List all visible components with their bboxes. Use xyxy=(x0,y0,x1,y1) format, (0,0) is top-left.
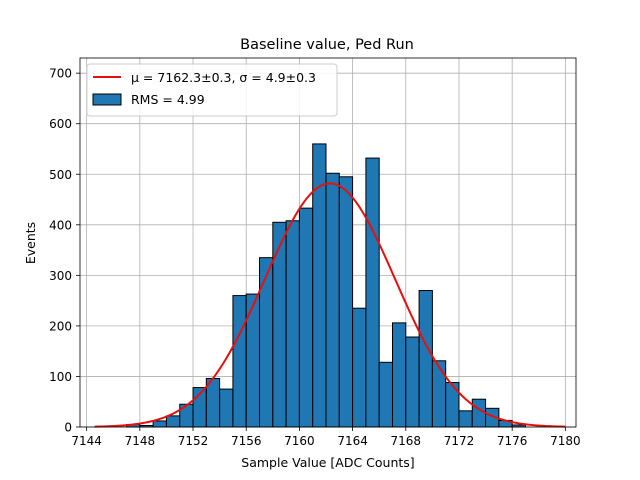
legend-fit-label: μ = 7162.3±0.3, σ = 4.9±0.3 xyxy=(131,70,316,85)
histogram-bars xyxy=(126,143,526,428)
histogram-bar xyxy=(431,360,447,428)
x-axis-label: Sample Value [ADC Counts] xyxy=(241,455,414,470)
y-tick-label: 300 xyxy=(49,269,72,283)
histogram-bar xyxy=(165,415,181,428)
y-axis-label: Events xyxy=(23,222,38,264)
histogram-bar xyxy=(259,257,274,428)
histogram-bar xyxy=(325,172,340,428)
y-tick-label: 700 xyxy=(49,67,72,81)
histogram-bar xyxy=(471,398,487,428)
histogram-bar xyxy=(272,221,287,428)
legend-box xyxy=(86,63,338,117)
histogram-bar xyxy=(232,295,247,428)
x-tick-label: 7180 xyxy=(550,434,581,448)
x-tick-label: 7164 xyxy=(337,434,368,448)
legend-hist-label: RMS = 4.99 xyxy=(131,92,205,107)
x-tick-label: 7148 xyxy=(125,434,156,448)
histogram-bar xyxy=(365,157,380,428)
gaussian-fit-line xyxy=(94,182,566,428)
x-tick-label: 7176 xyxy=(497,434,528,448)
y-tick-label: 200 xyxy=(49,319,72,333)
x-tick-label: 7160 xyxy=(284,434,315,448)
legend: μ = 7162.3±0.3, σ = 4.9±0.3 RMS = 4.99 xyxy=(86,63,338,117)
histogram-bar xyxy=(378,361,393,428)
histogram-bar xyxy=(152,420,167,428)
y-tick-label: 500 xyxy=(49,168,72,182)
histogram-bar xyxy=(338,176,354,428)
histogram-bar xyxy=(298,207,314,428)
x-tick-label: 7156 xyxy=(231,434,262,448)
histogram-bar xyxy=(219,388,234,428)
chart-title: Baseline value, Ped Run xyxy=(240,37,414,53)
histogram-bar xyxy=(418,290,433,428)
x-tick-label: 7172 xyxy=(444,434,475,448)
legend-hist-swatch xyxy=(92,93,122,106)
y-tick-label: 0 xyxy=(64,421,72,435)
histogram-bar xyxy=(405,336,420,428)
y-axis-ticks: 0 100 200 300 400 500 600 700 xyxy=(49,67,80,435)
y-tick-label: 600 xyxy=(49,117,72,131)
y-tick-label: 100 xyxy=(49,370,72,384)
x-tick-label: 7168 xyxy=(391,434,422,448)
histogram-bar xyxy=(352,307,367,428)
x-tick-label: 7144 xyxy=(71,434,102,448)
histogram-bar xyxy=(391,322,407,428)
y-tick-label: 400 xyxy=(49,218,72,232)
plot-frame xyxy=(79,57,577,428)
histogram-bar xyxy=(458,410,473,428)
x-axis-ticks: 7144 7148 7152 7156 7160 7164 7168 7172 7176 7180 xyxy=(71,427,581,448)
histogram-bar xyxy=(285,220,300,428)
x-tick-label: 7152 xyxy=(178,434,209,448)
